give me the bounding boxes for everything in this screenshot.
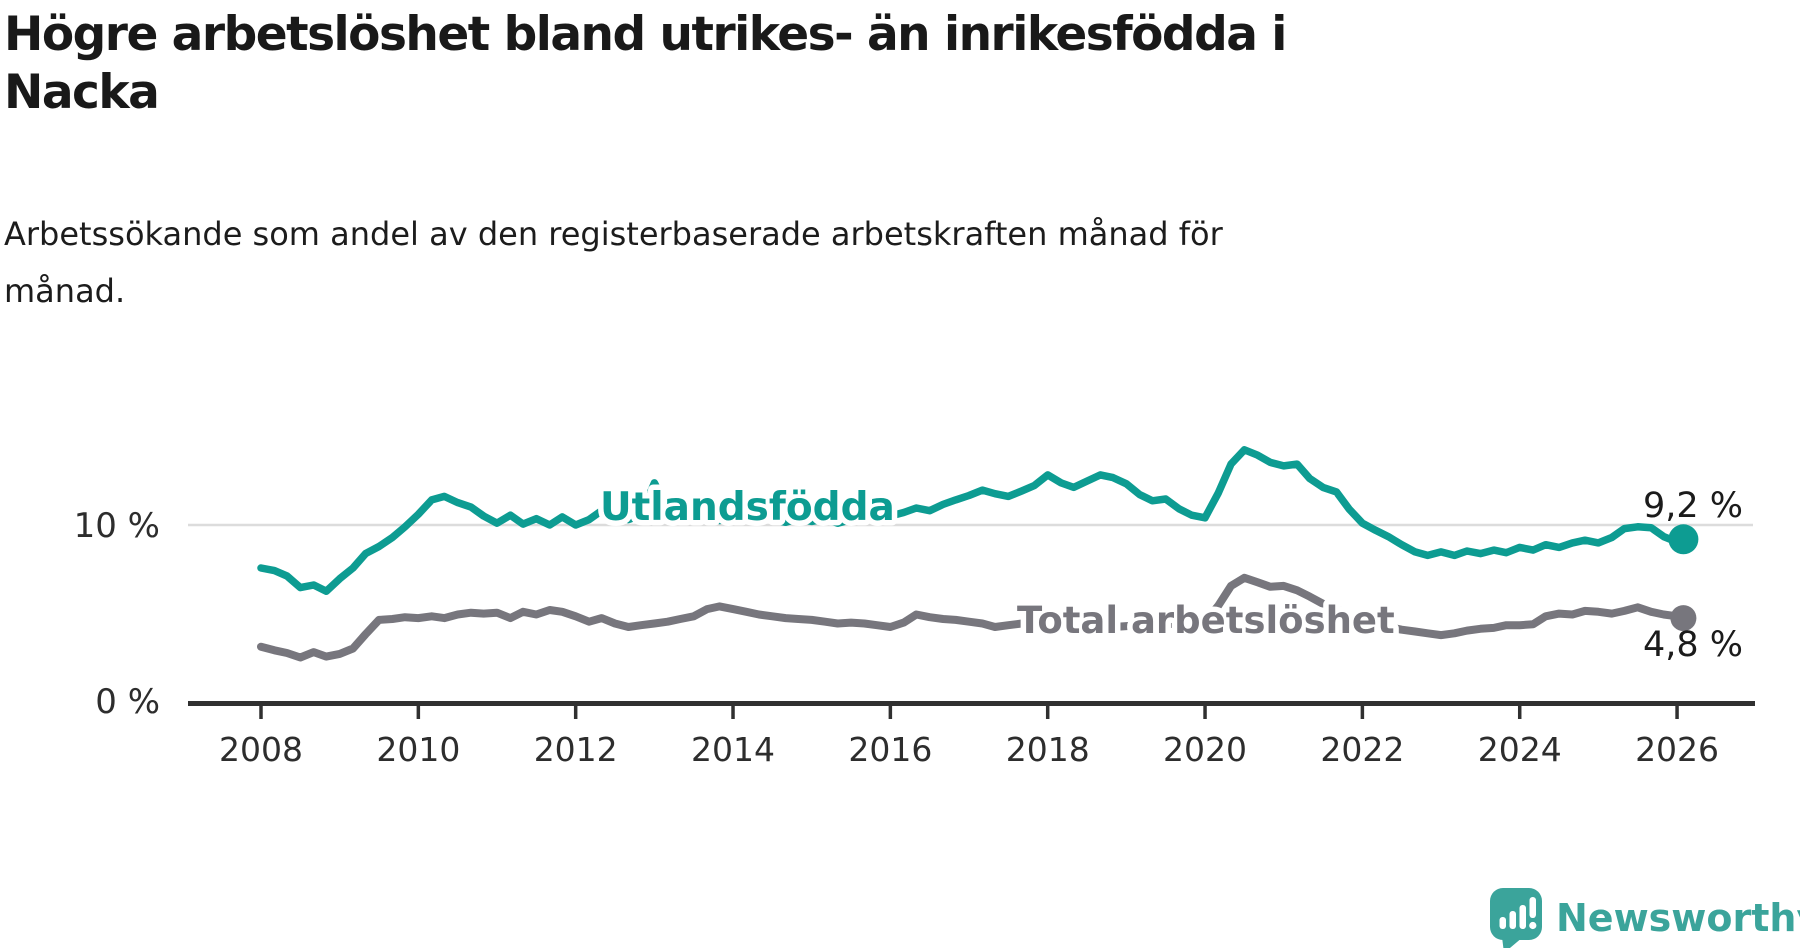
x-axis-labels: 2008 2010 2012 2014 2016 2018 2020 2022 2024 2026 — [219, 730, 1719, 769]
y-tick-label-10: 10 % — [74, 506, 160, 546]
newsworthy-logo: Newsworthy — [1490, 888, 1800, 948]
title-line-1: Högre arbetslöshet bland utrikes- än inr… — [4, 7, 1287, 62]
line-utlandsfodda — [257, 446, 1688, 595]
logo-exclamation-bar — [1529, 897, 1536, 918]
chart-subtitle: Arbetssökande som andel av den registerb… — [4, 206, 1764, 320]
logo-bar-3 — [1519, 905, 1526, 929]
value-label-utlandsfodda: 9,2 % — [1643, 486, 1743, 526]
logo-bar-2 — [1509, 911, 1516, 929]
x-axis-ticks — [259, 703, 1679, 719]
series-label-total-arbetsloshet: Total arbetslöshet — [1017, 599, 1395, 642]
x-tick-label: 2010 — [376, 730, 460, 769]
x-tick-label: 2026 — [1635, 730, 1719, 769]
title-line-2: Nacka — [4, 65, 160, 120]
logo-bar-1 — [1499, 917, 1506, 929]
x-tick-label: 2012 — [534, 730, 618, 769]
logo-bubble-tail — [1502, 937, 1523, 948]
series-label-utlandsfodda: Utlandsfödda — [600, 485, 895, 530]
subtitle-line-2: månad. — [4, 272, 126, 310]
logo-wordmark: Newsworthy — [1556, 896, 1800, 940]
x-tick-label: 2020 — [1163, 730, 1247, 769]
x-tick-label: 2022 — [1320, 730, 1404, 769]
end-dot-utlandsfodda — [1668, 524, 1699, 555]
end-dot-total — [1670, 605, 1697, 632]
subtitle-line-1: Arbetssökande som andel av den registerb… — [4, 215, 1223, 253]
logo-exclamation-dot — [1529, 921, 1537, 930]
line-total-arbetsloshet — [257, 573, 1688, 662]
x-tick-label: 2024 — [1478, 730, 1562, 769]
x-tick-label: 2018 — [1006, 730, 1090, 769]
page-title: Högre arbetslöshet bland utrikes- än inr… — [4, 6, 1764, 122]
x-tick-label: 2008 — [219, 730, 303, 769]
x-tick-label: 2014 — [691, 730, 775, 769]
y-tick-label-0: 0 % — [95, 682, 160, 722]
x-tick-label: 2016 — [848, 730, 932, 769]
value-label-total: 4,8 % — [1643, 625, 1743, 665]
